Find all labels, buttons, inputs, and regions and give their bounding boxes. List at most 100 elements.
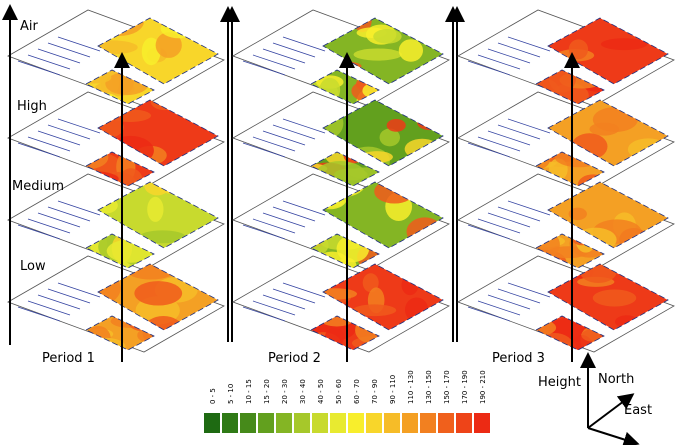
heat-outline [97,263,219,331]
legend-swatch [276,413,292,433]
plan-wall [497,288,541,304]
legend-swatch [312,413,328,433]
heat-outline [535,315,605,351]
plan-wall [487,130,531,146]
plan-wall [282,36,326,52]
plan-wall [497,124,541,140]
plan-wall [487,294,531,310]
plan-wall [37,212,81,228]
heat-outline [322,17,444,85]
legend-label: 130 - 150 [425,370,433,404]
plan-wall [17,60,61,76]
plan-wall [242,142,286,158]
legend-swatch [438,413,454,433]
plan-wall [467,60,511,76]
plan-wall [272,288,316,304]
floor-plate [457,9,675,107]
heat-outline [535,69,605,105]
heat-outline [310,315,380,351]
heat-blob [196,111,218,132]
heat-outline [310,151,380,187]
heat-blob [139,230,186,244]
heat-base [86,316,154,350]
floor-plate [232,91,450,189]
legend-label: 110 - 130 [407,370,415,404]
plan-wall [282,118,326,134]
plan-wall [37,294,81,310]
plan-wall [242,306,286,322]
level-label: Low [20,259,46,274]
period-label: Period 1 [42,351,95,366]
legend-label: 15 - 20 [263,379,271,404]
plan-wall [242,60,286,76]
legend-swatch [204,413,220,433]
heat-outline [547,263,669,331]
heat-outline [85,233,155,269]
floor-plate [457,91,675,189]
heat-outline [535,233,605,269]
plan-wall [272,42,316,58]
plan-wall [467,142,511,158]
legend-label: 60 - 70 [353,379,361,404]
heat-blob [352,304,397,317]
heat-outline [85,151,155,187]
plan-wall [272,206,316,222]
plan-wall [37,130,81,146]
heat-blob [157,182,189,194]
plan-wall [252,136,296,152]
floor-plate [232,173,450,271]
legend-swatch [294,413,310,433]
heat-outline [322,181,444,249]
plan-wall [282,200,326,216]
plan-wall [507,36,551,52]
floor-plate [232,9,450,107]
legend-swatch [348,413,364,433]
plan-wall [17,224,61,240]
legend-label: 70 - 90 [371,379,379,404]
plan-wall [47,124,91,140]
plan-wall [467,224,511,240]
legend-swatch [384,413,400,433]
plan-wall [487,48,531,64]
plan-wall [242,224,286,240]
legend-swatch [240,413,256,433]
heat-blob [155,32,182,58]
heat-outline [310,69,380,105]
heat-outline [97,181,219,249]
heat-outline [85,69,155,105]
legend-label: 90 - 110 [389,375,397,404]
heat-outline [535,151,605,187]
heat-outline [97,99,219,167]
plan-wall [477,300,521,316]
heat-blob [147,196,164,222]
heat-blob [118,168,144,186]
plan-wall [27,218,71,234]
plan-wall [262,294,306,310]
heat-blob [401,275,419,296]
legend-label: 150 - 170 [443,370,451,404]
legend-swatch [474,413,490,433]
heat-blob [592,289,637,307]
legend-swatch [330,413,346,433]
heat-blob [568,207,587,221]
period-label: Period 3 [492,351,545,366]
heat-blob [181,186,204,197]
legend-label: 5 - 10 [227,384,235,404]
heat-blob [125,264,177,280]
plan-wall [17,306,61,322]
heat-blob [160,18,197,39]
plan-wall [262,212,306,228]
legend-label: 20 - 30 [281,379,289,404]
heat-outline [85,315,155,351]
heat-outline [547,181,669,249]
legend-label: 10 - 15 [245,379,253,404]
heat-blob [134,281,183,306]
heat-blob [641,264,668,276]
plan-wall [497,42,541,58]
plan-wall [57,36,101,52]
heat-blob [568,39,589,60]
plan-wall [272,124,316,140]
heat-blob [379,128,401,147]
plan-wall [507,200,551,216]
plan-wall [37,48,81,64]
